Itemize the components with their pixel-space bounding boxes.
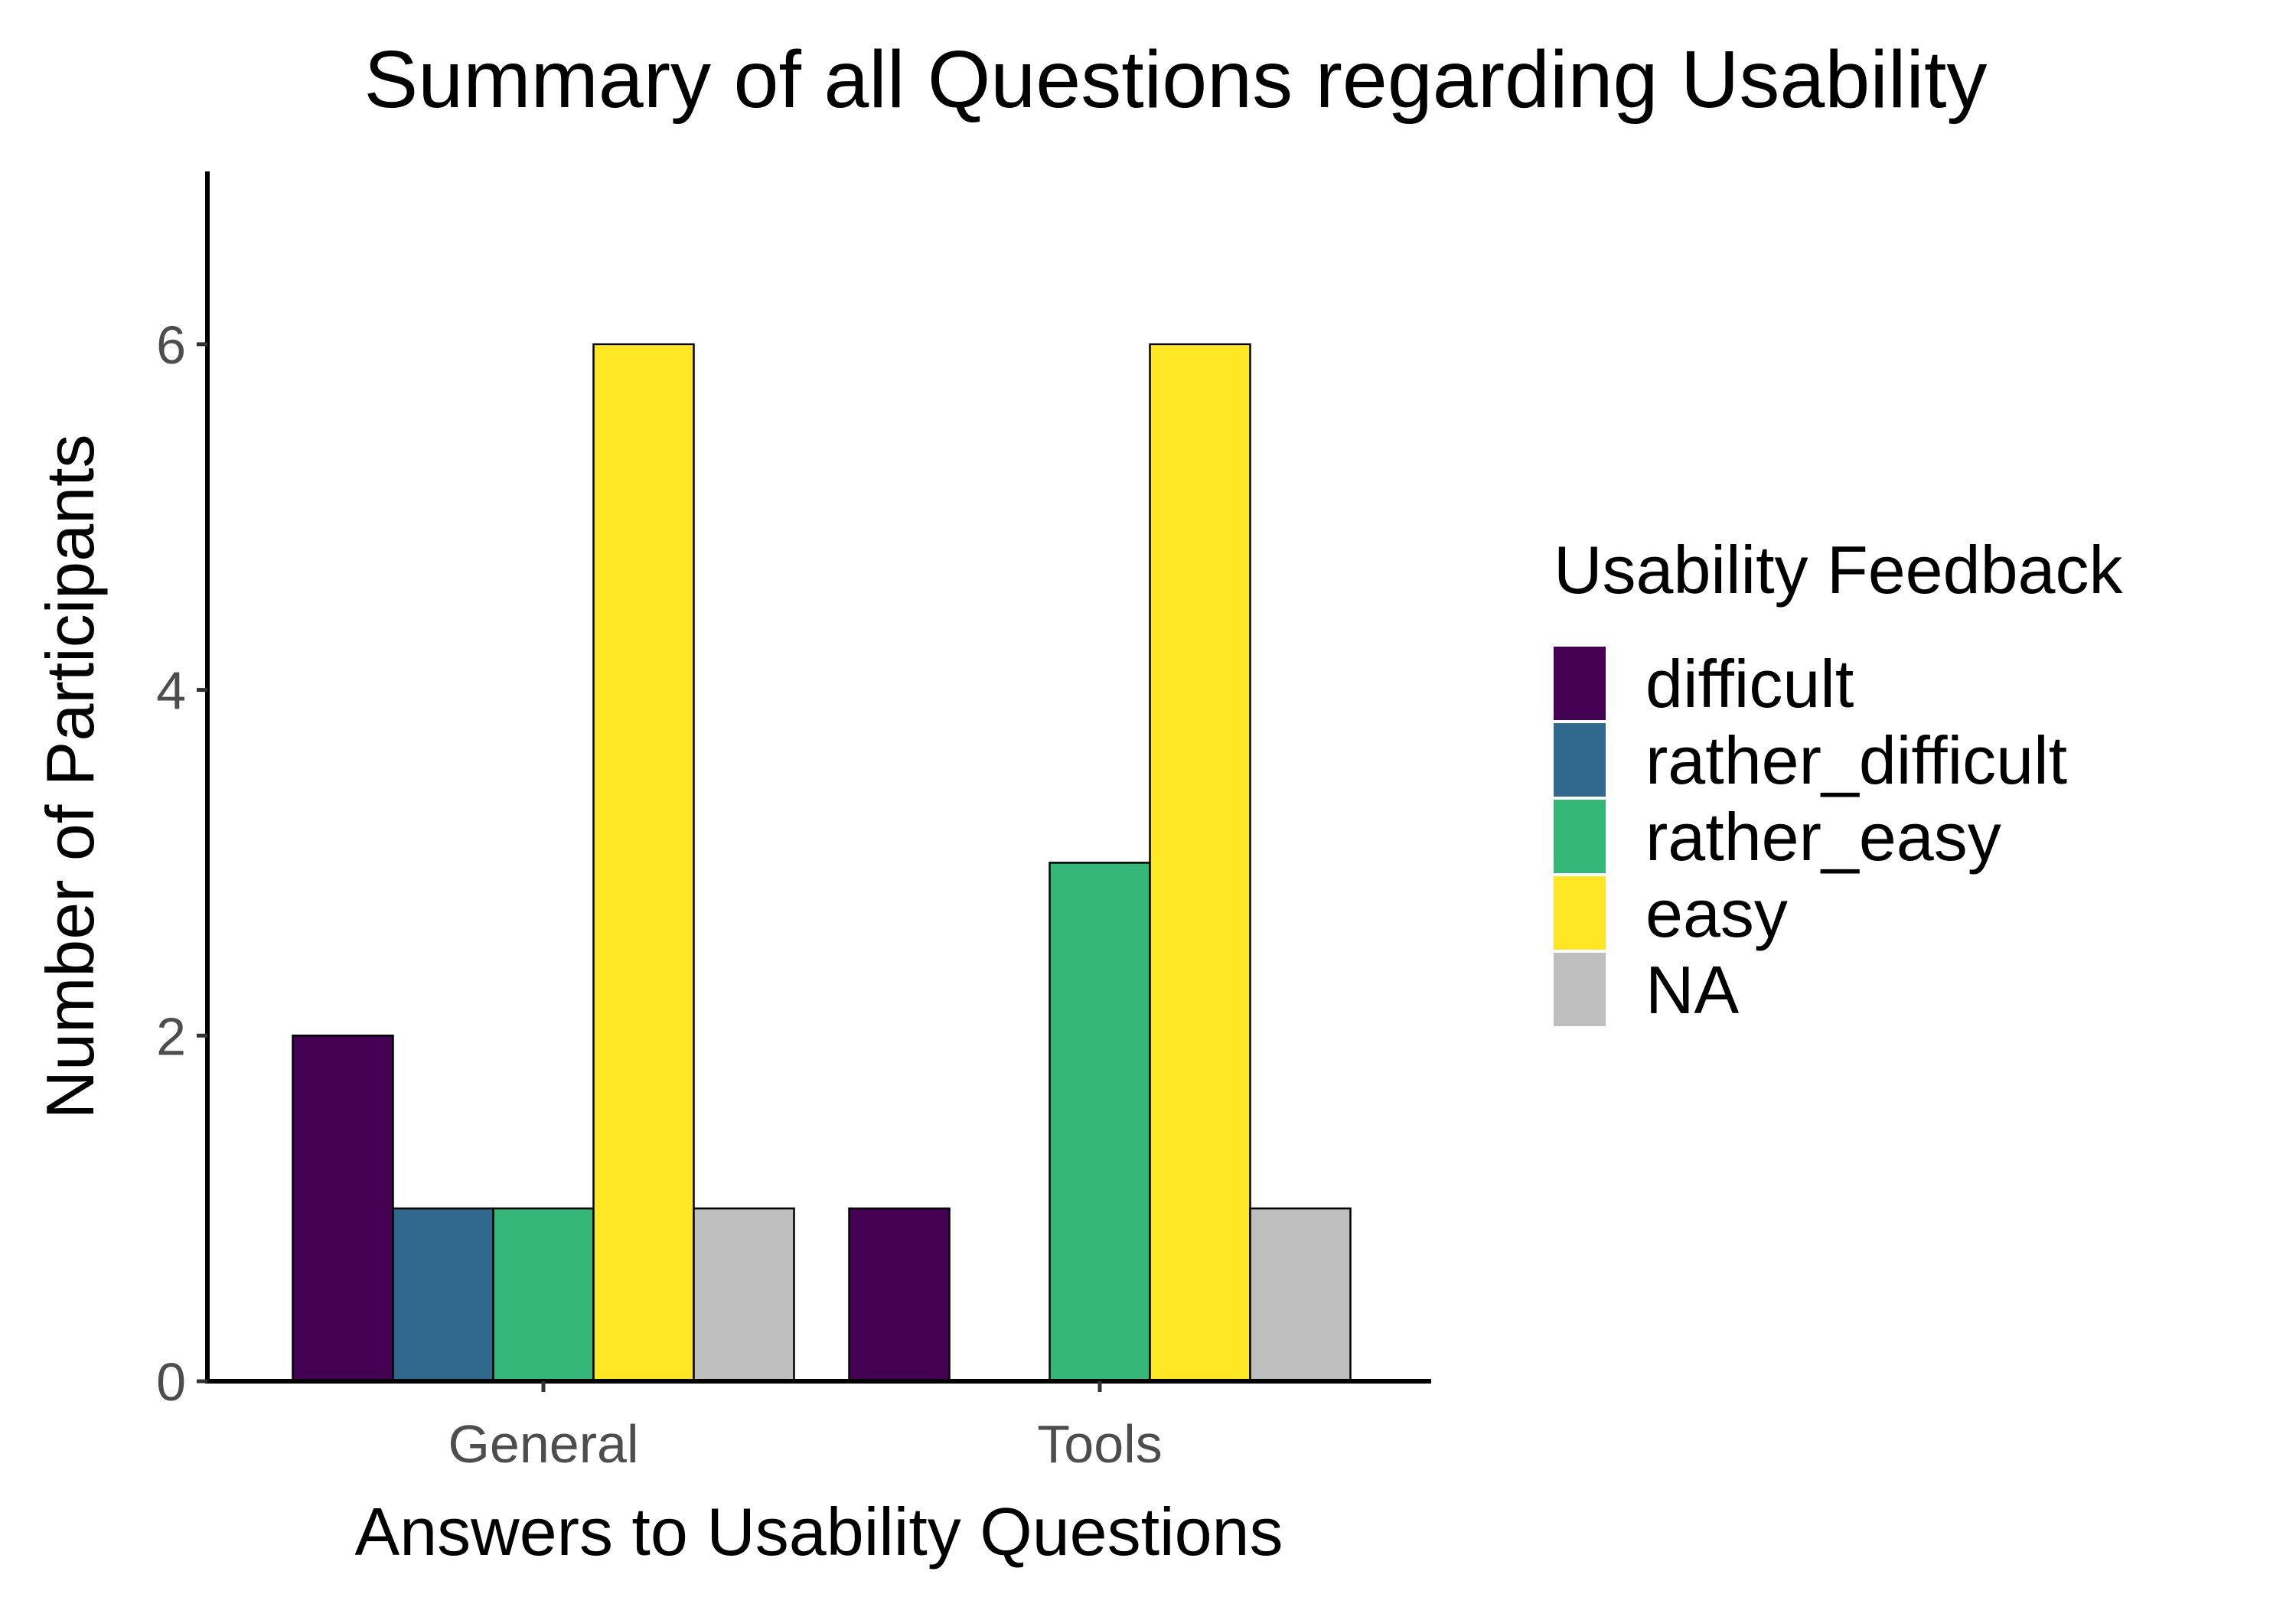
- x-axis-title: Answers to Usability Questions: [355, 1494, 1283, 1570]
- bar-tools-easy: [1149, 343, 1251, 1383]
- bar-general-na: [693, 1207, 795, 1383]
- y-tick-label-2: 2: [156, 1006, 186, 1066]
- bar-tools-rather-easy: [1049, 862, 1151, 1383]
- y-tick-label-6: 6: [156, 315, 186, 375]
- legend-swatch-rather-difficult: [1554, 723, 1606, 797]
- legend-label-difficult: difficult: [1645, 646, 1854, 722]
- legend-title: Usability Feedback: [1554, 532, 2123, 608]
- bar-tools-difficult: [848, 1207, 951, 1383]
- x-tick-label-general: General: [448, 1414, 638, 1474]
- legend-swatch-na: [1554, 953, 1606, 1026]
- x-tick-label-tools: Tools: [1037, 1414, 1162, 1474]
- legend-label-na: NA: [1645, 952, 1740, 1028]
- legend-swatch-rather-easy: [1554, 800, 1606, 873]
- legend: Usability Feedback difficultrather_diffi…: [1554, 532, 2123, 1028]
- y-tick-label-4: 4: [156, 661, 186, 721]
- legend-label-rather-difficult: rather_difficult: [1645, 722, 2067, 798]
- chart-title: Summary of all Questions regarding Usabi…: [364, 34, 1988, 125]
- legend-items: difficultrather_difficultrather_easyeasy…: [1554, 646, 2067, 1028]
- bars-group: [292, 343, 1352, 1383]
- y-ticks-group: 0 2 4 6: [156, 315, 207, 1412]
- bar-tools-na: [1249, 1207, 1352, 1383]
- legend-swatch-difficult: [1554, 647, 1606, 720]
- bar-general-easy: [592, 343, 695, 1383]
- x-ticks-group: General Tools: [448, 1381, 1163, 1474]
- bar-general-difficult: [292, 1035, 394, 1383]
- legend-swatch-easy: [1554, 876, 1606, 950]
- y-axis-title: Number of Participants: [32, 434, 108, 1119]
- legend-label-rather-easy: rather_easy: [1645, 799, 2001, 875]
- y-tick-label-0: 0: [156, 1352, 186, 1412]
- bar-general-rather-difficult: [392, 1207, 494, 1383]
- bar-general-rather-easy: [492, 1207, 595, 1383]
- legend-label-easy: easy: [1645, 875, 1788, 951]
